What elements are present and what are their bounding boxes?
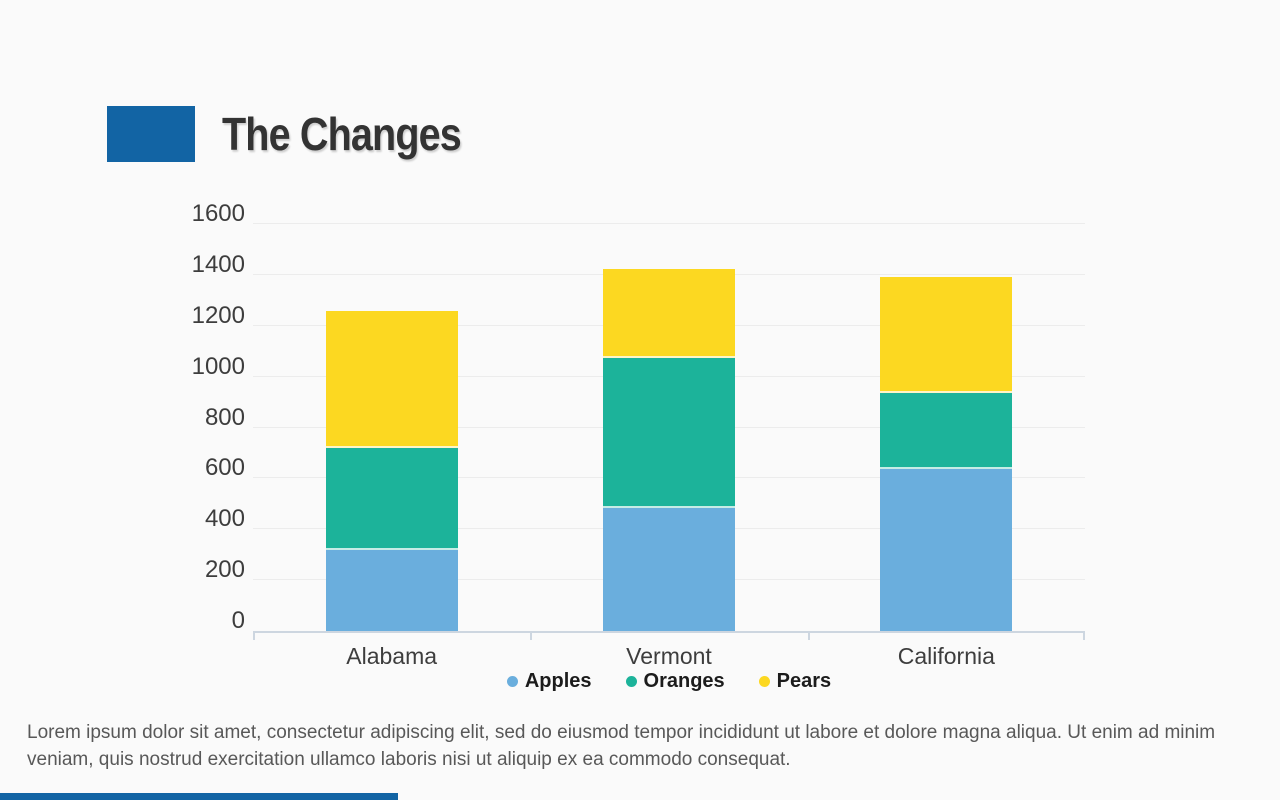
legend-label: Oranges [643, 669, 725, 692]
bar-segment-apples-vermont [603, 507, 735, 631]
bar-segment-pears-alabama [325, 310, 458, 448]
page-title: The Changes [222, 108, 462, 160]
chart-legend: Apples Oranges Pears [253, 667, 1085, 695]
x-axis-tick-mark [1083, 631, 1085, 640]
bar-segment-oranges-vermont [603, 357, 735, 508]
x-axis-category-label: Alabama [346, 643, 438, 669]
title-accent-bar [107, 106, 195, 162]
x-axis-category-label: California [897, 643, 995, 669]
body-paragraph: Lorem ipsum dolor sit amet, consectetur … [27, 722, 1216, 770]
bar-segment-pears-california [880, 277, 1013, 394]
legend-label: Apples [524, 669, 592, 692]
y-axis-tick-label: 200 [204, 556, 245, 584]
bar-segment-oranges-california [880, 393, 1013, 470]
bar-segment-pears-vermont [603, 268, 735, 358]
y-axis-tick-label: 1600 [191, 200, 245, 227]
x-axis-category-label: Vermont [626, 643, 712, 669]
chart-plot-area [253, 223, 1085, 640]
legend-item-pears: Pears [758, 669, 832, 693]
legend-dot-icon [758, 675, 770, 687]
footer-accent-strip [0, 793, 398, 800]
x-axis-tick-mark [253, 631, 255, 640]
y-axis-tick-label: 1200 [191, 301, 245, 329]
legend-label: Pears [776, 669, 832, 692]
x-axis-tick-mark [530, 631, 532, 640]
stacked-bar-chart: Apples Oranges Pears 0 200 400 600 800 1000 1200… [191, 200, 1085, 695]
y-axis-tick-label: 400 [204, 505, 245, 533]
y-axis-tick-label: 0 [231, 607, 245, 634]
legend-dot-icon [506, 675, 518, 687]
bar-segment-apples-alabama [325, 549, 458, 631]
legend-item-oranges: Oranges [625, 669, 725, 693]
bar-segment-apples-california [880, 469, 1013, 631]
x-axis-tick-mark [808, 631, 810, 640]
legend-item-apples: Apples [506, 669, 592, 693]
y-axis-tick-label: 600 [204, 454, 245, 482]
legend-dot-icon [625, 675, 637, 687]
bar-segment-oranges-alabama [325, 447, 458, 550]
y-axis-tick-label: 1400 [191, 250, 245, 278]
gridline [253, 223, 1085, 224]
y-axis-tick-label: 1000 [191, 352, 245, 380]
y-axis-tick-label: 800 [204, 403, 245, 431]
